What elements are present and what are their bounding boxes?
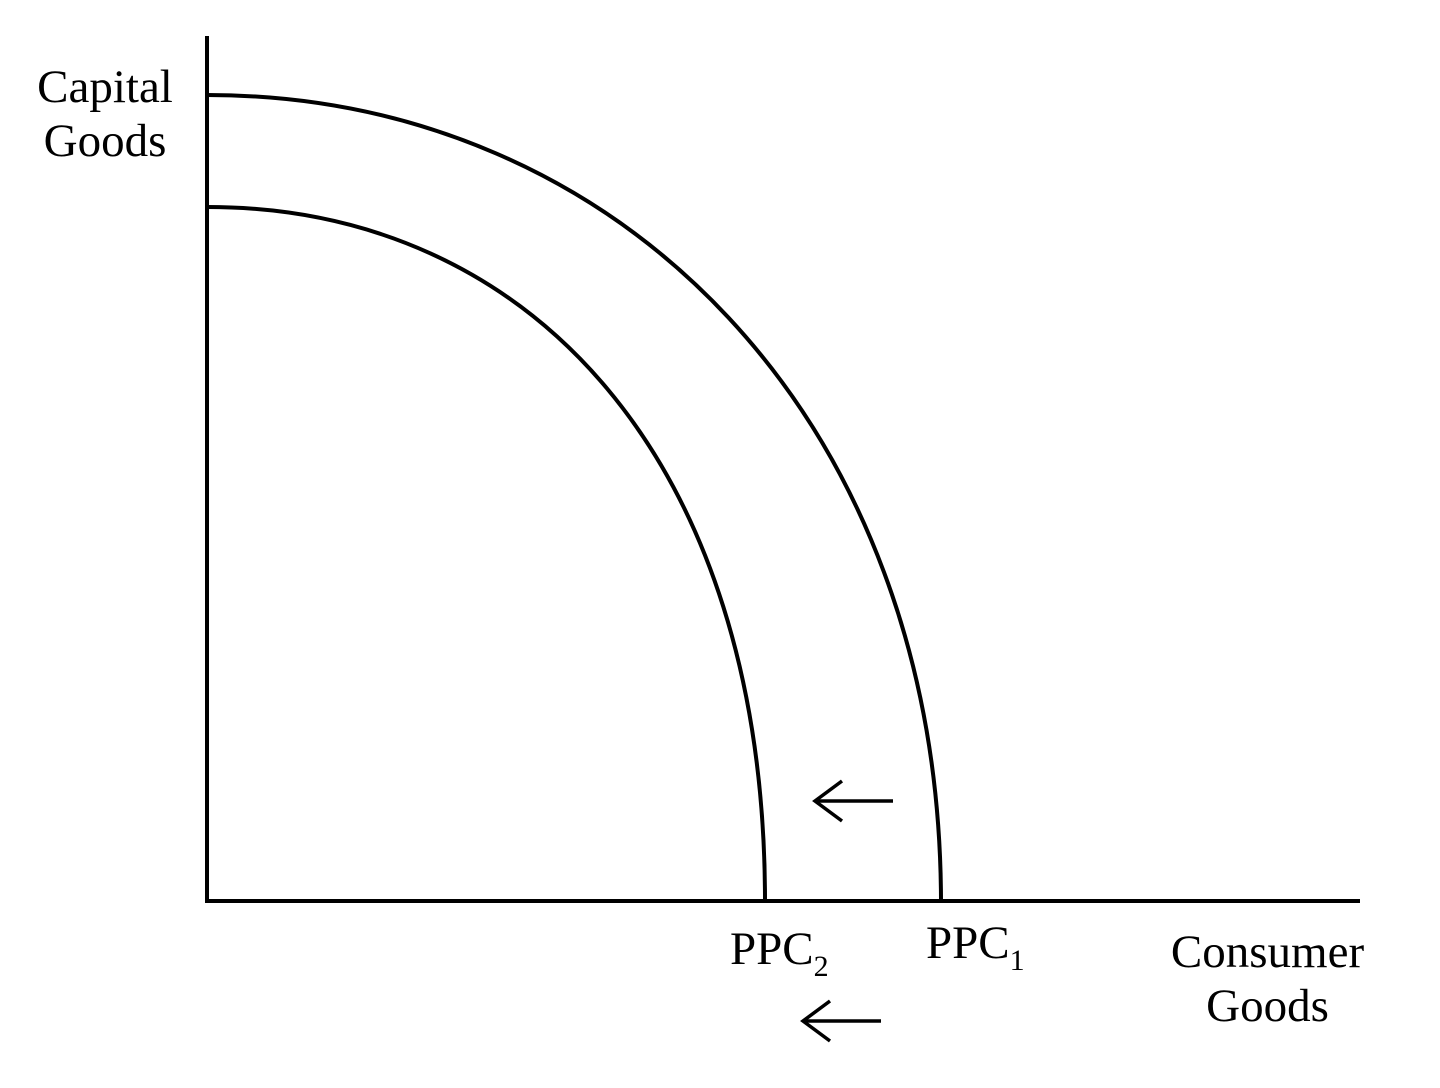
x-axis-label-line2: Goods <box>1206 980 1329 1032</box>
ppc1-label-main: PPC <box>926 917 1010 969</box>
ppc2-label-sub: 2 <box>813 950 829 983</box>
shift-arrow-upper <box>812 779 893 823</box>
x-axis-label-line1: Consumer <box>1170 926 1365 978</box>
shift-arrow-lower <box>800 999 881 1043</box>
ppc2-curve <box>206 205 767 902</box>
ppc1-curve <box>206 93 943 902</box>
ppc2-label-main: PPC <box>730 923 814 975</box>
ppc1-label: PPC1 <box>926 916 1025 977</box>
y-axis-label-line2: Goods <box>43 115 167 167</box>
x-axis-label: Consumer Goods <box>1160 925 1375 1033</box>
y-axis-label-line1: Capital <box>37 61 173 113</box>
y-axis-label: Capital Goods <box>30 60 180 168</box>
ppc1-label-sub: 1 <box>1009 944 1025 977</box>
ppc2-label: PPC2 <box>730 922 829 983</box>
